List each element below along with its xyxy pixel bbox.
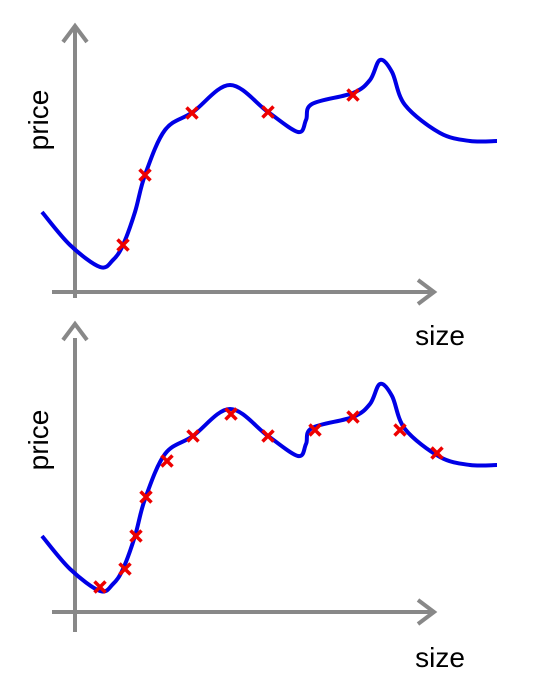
data-point <box>393 423 407 437</box>
data-point <box>129 529 143 543</box>
data-point <box>224 407 238 421</box>
fit-curve <box>40 381 498 594</box>
y-label: price <box>23 410 54 471</box>
data-point <box>261 105 275 119</box>
data-point <box>138 168 152 182</box>
x-arrow <box>416 278 438 306</box>
data-point <box>118 562 132 576</box>
data-point <box>160 454 174 468</box>
data-point <box>346 88 360 102</box>
x-arrow <box>416 598 438 626</box>
y-arrow <box>61 22 89 44</box>
data-point <box>116 238 130 252</box>
y-arrow <box>61 320 89 342</box>
data-point <box>139 490 153 504</box>
fit-curve <box>40 57 498 270</box>
x-label: size <box>415 642 465 673</box>
x-label: size <box>415 320 465 351</box>
y-label: price <box>23 90 54 151</box>
data-point <box>186 429 200 443</box>
data-point <box>346 410 360 424</box>
data-point <box>261 429 275 443</box>
panel: price size <box>23 320 465 673</box>
data-point <box>93 580 107 594</box>
data-point <box>430 446 444 460</box>
panel: price size <box>23 22 465 351</box>
data-point <box>308 423 322 437</box>
data-point <box>185 106 199 120</box>
